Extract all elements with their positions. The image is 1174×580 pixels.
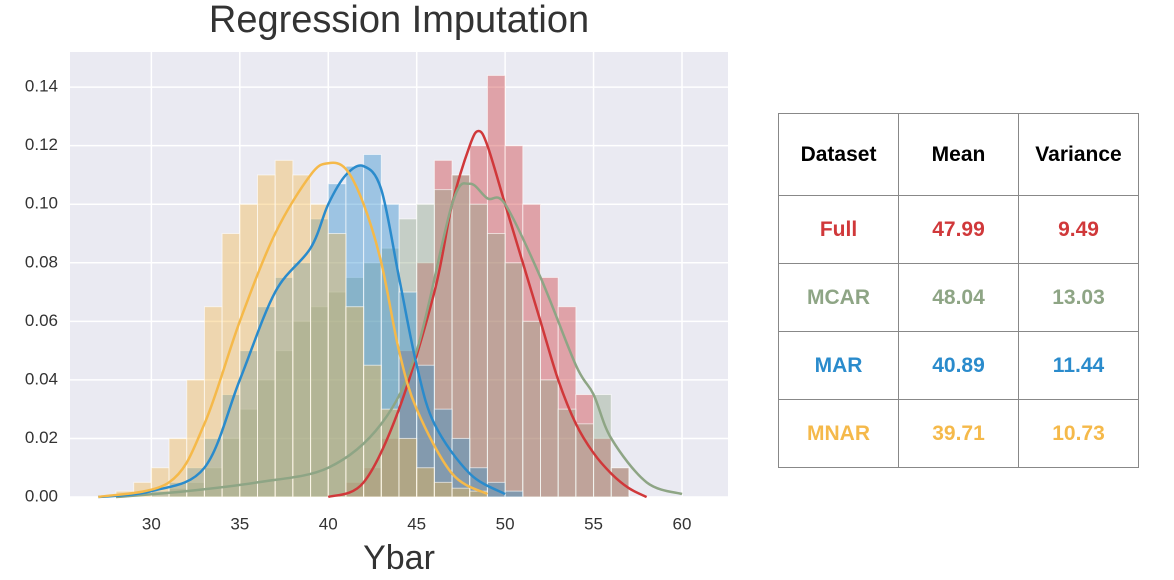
histogram-bar [593, 394, 612, 498]
histogram-bar [575, 423, 595, 498]
table-cell: 13.03 [1018, 263, 1139, 332]
y-tick-label: 0.14 [25, 77, 58, 96]
stats-table: Dataset Mean Variance Full 47.99 9.49 MCAR 48.0… [778, 113, 1139, 468]
histogram-bar [451, 487, 471, 498]
table-row: MNAR 39.71 10.73 [778, 399, 1139, 468]
x-tick-label: 40 [319, 514, 338, 533]
y-tick-label: 0.12 [25, 135, 58, 154]
table-cell: 48.04 [898, 263, 1019, 332]
histogram-bar [345, 306, 365, 498]
kde-line [98, 161, 489, 499]
histogram-bar [504, 490, 524, 498]
histogram-bar [416, 467, 435, 498]
x-axis-label: Ybar [363, 539, 435, 577]
histogram-bar [327, 233, 347, 498]
table-cell: MCAR [778, 263, 899, 332]
chart-title: Regression Imputation [209, 0, 589, 41]
histogram-bar [540, 379, 559, 498]
table-row: MAR 40.89 11.44 [778, 331, 1139, 400]
x-tick-label: 35 [230, 514, 249, 533]
table-cell: 11.44 [1018, 331, 1139, 400]
table-cell: Full [778, 195, 899, 264]
histogram-bar [433, 481, 453, 498]
y-tick-label: 0.00 [25, 486, 58, 505]
table-cell: 40.89 [898, 331, 1019, 400]
table-row: Dataset Mean Variance [778, 113, 1139, 196]
kde-line [115, 182, 683, 499]
chart: Regression Imputation Ybar 0.00 0.02 0.04 0… [25, 0, 728, 577]
y-tick-label: 0.04 [25, 369, 58, 388]
histogram-bar [292, 174, 312, 498]
table-cell: MAR [778, 331, 899, 400]
table-cell: 10.73 [1018, 399, 1139, 468]
y-tick-label: 0.02 [25, 428, 58, 447]
y-tick-label: 0.06 [25, 311, 58, 330]
table-cell: 47.99 [898, 195, 1019, 264]
x-tick-label: 60 [673, 514, 692, 533]
table-row: Full 47.99 9.49 [778, 195, 1139, 264]
x-tick-label: 50 [496, 514, 515, 533]
table-cell: Dataset [778, 113, 899, 196]
histogram-bar [469, 203, 488, 498]
x-tick-label: 30 [142, 514, 161, 533]
histogram-bar [274, 159, 294, 498]
histogram-bar [380, 408, 400, 498]
histogram-bar [256, 174, 276, 498]
histogram-bar [398, 437, 418, 498]
histogram-bar [504, 262, 524, 498]
histogram-bar [239, 203, 258, 498]
kde-line [327, 129, 648, 499]
kde-line [98, 164, 506, 499]
table-cell: Mean [898, 113, 1019, 196]
table-cell: Variance [1018, 113, 1139, 196]
histogram-bar [522, 320, 542, 498]
y-tick-label: 0.10 [25, 194, 58, 213]
histogram-bar [310, 203, 329, 498]
x-tick-label: 55 [584, 514, 603, 533]
table-cell: 39.71 [898, 399, 1019, 468]
x-tick-label: 45 [407, 514, 426, 533]
histogram-bar [557, 408, 577, 498]
table-row: MCAR 48.04 13.03 [778, 263, 1139, 332]
histogram-bar [486, 233, 506, 498]
y-tick-label: 0.08 [25, 252, 58, 271]
table-cell: MNAR [778, 399, 899, 468]
table-cell: 9.49 [1018, 195, 1139, 264]
